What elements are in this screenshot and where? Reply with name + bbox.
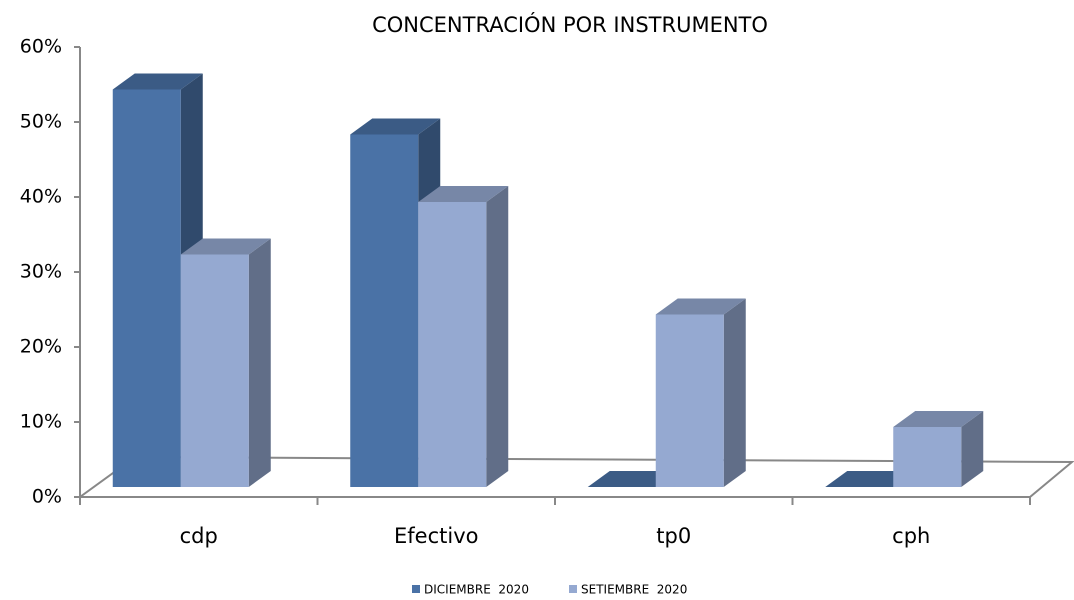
y-tick-label: 50% [20, 111, 62, 133]
bar [587, 471, 678, 487]
bar-front [112, 89, 181, 487]
y-tick-label: 40% [20, 186, 62, 208]
bar-top [893, 411, 984, 427]
x-tick-label: Efectivo [394, 524, 478, 548]
bar-front [893, 427, 962, 487]
x-tick-label: cph [892, 524, 930, 548]
bar-side [723, 298, 746, 487]
bar-front [350, 134, 419, 487]
bar [418, 186, 509, 487]
y-tick-label: 10% [20, 411, 62, 433]
bar-side [961, 411, 984, 487]
bar-top [112, 73, 203, 90]
legend-label: DICIEMBRE 2020 [424, 583, 529, 597]
bar [180, 238, 271, 487]
bar [825, 471, 916, 487]
bar-front [180, 254, 249, 487]
legend-label: SETIEMBRE 2020 [581, 583, 687, 597]
chart-title: CONCENTRACIÓN POR INSTRUMENTO [372, 12, 768, 37]
bar-top [655, 298, 746, 315]
bar-top [587, 471, 678, 487]
x-tick-label: cdp [180, 524, 218, 548]
bar-top [180, 238, 271, 255]
y-tick-label: 60% [20, 36, 62, 58]
x-tick-label: tp0 [656, 524, 691, 548]
legend-swatch [412, 585, 420, 593]
legend-swatch [569, 585, 577, 593]
y-tick-label: 20% [20, 336, 62, 358]
bar [655, 298, 746, 487]
bar-top [418, 186, 509, 202]
bar-side [486, 186, 509, 487]
bar-top [350, 118, 441, 135]
bar-top [825, 471, 916, 487]
bar-side [248, 238, 271, 487]
y-tick-label: 0% [32, 486, 62, 508]
bar-front [418, 202, 487, 487]
bar-front [655, 314, 724, 487]
bar [893, 411, 984, 487]
y-tick-label: 30% [20, 261, 62, 283]
